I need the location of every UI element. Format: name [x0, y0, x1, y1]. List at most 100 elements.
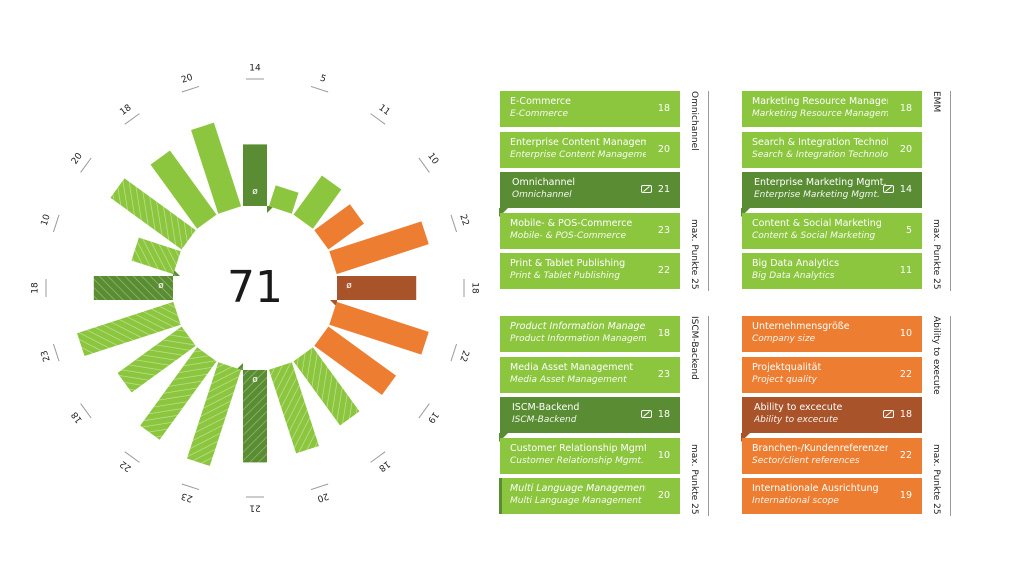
chart-bar — [268, 185, 299, 214]
average-icon — [883, 410, 894, 418]
chart-tick — [310, 85, 329, 93]
card-title: Enterprise Marketing Mgmt. — [754, 177, 887, 188]
chart-value-label: 14 — [249, 64, 261, 74]
card-title: Projektqualität — [752, 361, 822, 373]
card-title: Big Data Analytics — [752, 258, 840, 269]
panel-divider — [708, 91, 709, 291]
chart-bar-group: ø 14 — [243, 64, 274, 213]
panel-max-label: max. Punkte 25 — [931, 444, 941, 515]
chart-bar — [243, 144, 267, 206]
chart-value-label: 23 — [180, 490, 194, 503]
category-card: Search & Integration TechnologiesSearch … — [742, 131, 922, 168]
average-marker-tail — [236, 363, 243, 370]
card-subtitle: Multi Language Management — [510, 496, 642, 506]
chart-bar — [110, 178, 196, 250]
panel-divider — [950, 316, 951, 516]
category-card: Enterprise Marketing Mgmt. Enterprise Mar… — [741, 172, 922, 217]
chart-tick — [124, 451, 140, 463]
card-subtitle: Enterprise Content Management — [510, 149, 646, 160]
card-score: 20 — [657, 143, 670, 155]
category-card: Media Asset Management Media Asset Manage… — [500, 356, 680, 393]
panel-max-label: max. Punkte 25 — [931, 219, 941, 290]
chart-bar — [191, 122, 242, 214]
panel-title: Omnichannel — [689, 91, 699, 151]
chart-value-label: 21 — [249, 503, 260, 513]
center-score: 71 — [227, 262, 283, 313]
card-title: Multi Language Management — [510, 483, 646, 494]
chart-value-label: 22 — [457, 349, 470, 363]
chart-bar — [329, 221, 429, 275]
chart-value-label: 20 — [70, 151, 85, 166]
card-score: 11 — [899, 265, 912, 276]
card-subtitle: ISCM-Backend — [512, 415, 577, 425]
chart-tick — [80, 403, 92, 419]
card-score: 18 — [657, 409, 670, 420]
chart-bar-group: 10 — [314, 151, 440, 250]
chart-value-label: 22 — [457, 213, 470, 227]
radial-score-chart: ø 14 5 11 10 22 ø 18 22 19 18 20 ø 21 23 22 18 23 ø 18 10 20 1… — [31, 64, 480, 513]
average-icon: ø — [158, 281, 164, 291]
chart-bar-group: 22 — [329, 301, 470, 363]
chart-value-label: 18 — [118, 103, 133, 118]
chart-value-label: 23 — [40, 349, 53, 363]
chart-tick — [181, 85, 200, 93]
chart-bar — [293, 175, 342, 229]
card-title: Ability to excecute — [754, 402, 843, 413]
card-score: 10 — [899, 328, 912, 339]
category-card: ISCM-Backend ISCM-Backend 18 — [499, 397, 680, 442]
card-subtitle: International scope — [752, 496, 839, 506]
card-title: Omnichannel — [512, 177, 575, 188]
category-card: Big Data Analytics Big Data Analytics 11 — [742, 253, 922, 289]
chart-tick — [52, 214, 60, 233]
panel-title: Ability to execute — [931, 316, 941, 395]
card-subtitle: Marketing Resource Management — [752, 109, 888, 119]
chart-value-label: 10 — [425, 151, 440, 166]
chart-value-label: 18 — [70, 409, 85, 424]
category-card: Projektqualität Project quality 22 — [742, 356, 922, 393]
card-title: Print & Tablet Publishing — [510, 258, 626, 269]
card-score: 23 — [657, 368, 670, 380]
chart-bar — [314, 326, 397, 396]
chart-value-label: 5 — [319, 74, 328, 85]
card-score: 23 — [657, 224, 670, 236]
card-score: 19 — [899, 490, 912, 501]
chart-bar — [243, 370, 267, 463]
card-score: 5 — [905, 224, 912, 236]
card-title: Content & Social Marketing — [752, 217, 882, 229]
category-card: Multi Language Management Multi Language … — [499, 478, 680, 514]
card-subtitle: Big Data Analytics — [752, 271, 835, 281]
category-card: Content & Social Marketing Content & Soci… — [742, 212, 922, 249]
chart-tick — [450, 343, 458, 362]
chart-tick — [370, 113, 386, 125]
chart-tick — [124, 113, 140, 125]
chart-bar-group: 23 — [40, 301, 181, 363]
card-subtitle: Mobile- & POS-Commerce — [510, 230, 627, 241]
card-score: 22 — [657, 265, 670, 276]
category-card: Ability to excecute Ability to excecute 18 — [741, 397, 922, 442]
average-icon: ø — [346, 281, 352, 291]
panel-max-label: max. Punkte 25 — [689, 444, 699, 515]
chart-value-label: 11 — [376, 103, 391, 118]
card-subtitle: Enterprise Marketing Mgmt. — [754, 190, 880, 200]
chart-tick — [181, 483, 200, 491]
card-title: Product Information Management — [510, 321, 646, 332]
category-card: Print & Tablet Publishing Print & Tablet … — [500, 253, 680, 289]
category-card: Unternehmensgröße Company size 10 — [742, 316, 922, 352]
chart-bar — [117, 326, 196, 393]
card-score: 14 — [899, 184, 912, 195]
chart-tick — [52, 343, 60, 362]
chart-bar-group: ø 21 — [236, 363, 267, 513]
card-score: 21 — [657, 184, 670, 195]
card-title: ISCM-Backend — [512, 402, 580, 413]
panel-max-label: max. Punkte 25 — [689, 219, 699, 290]
panel-title: ISCM-Backend — [689, 316, 699, 380]
category-card: Internationale Ausrichtung International … — [742, 478, 922, 514]
category-card: Enterprise Content ManagementEnterprise … — [500, 131, 680, 168]
card-subtitle: Sector/client references — [752, 455, 860, 466]
card-subtitle: Print & Tablet Publishing — [510, 271, 620, 281]
chart-bar — [329, 301, 429, 355]
chart-bar-group: 5 — [268, 74, 329, 214]
chart-bar — [131, 237, 181, 275]
chart-bar — [140, 347, 217, 440]
chart-bar — [293, 347, 360, 426]
